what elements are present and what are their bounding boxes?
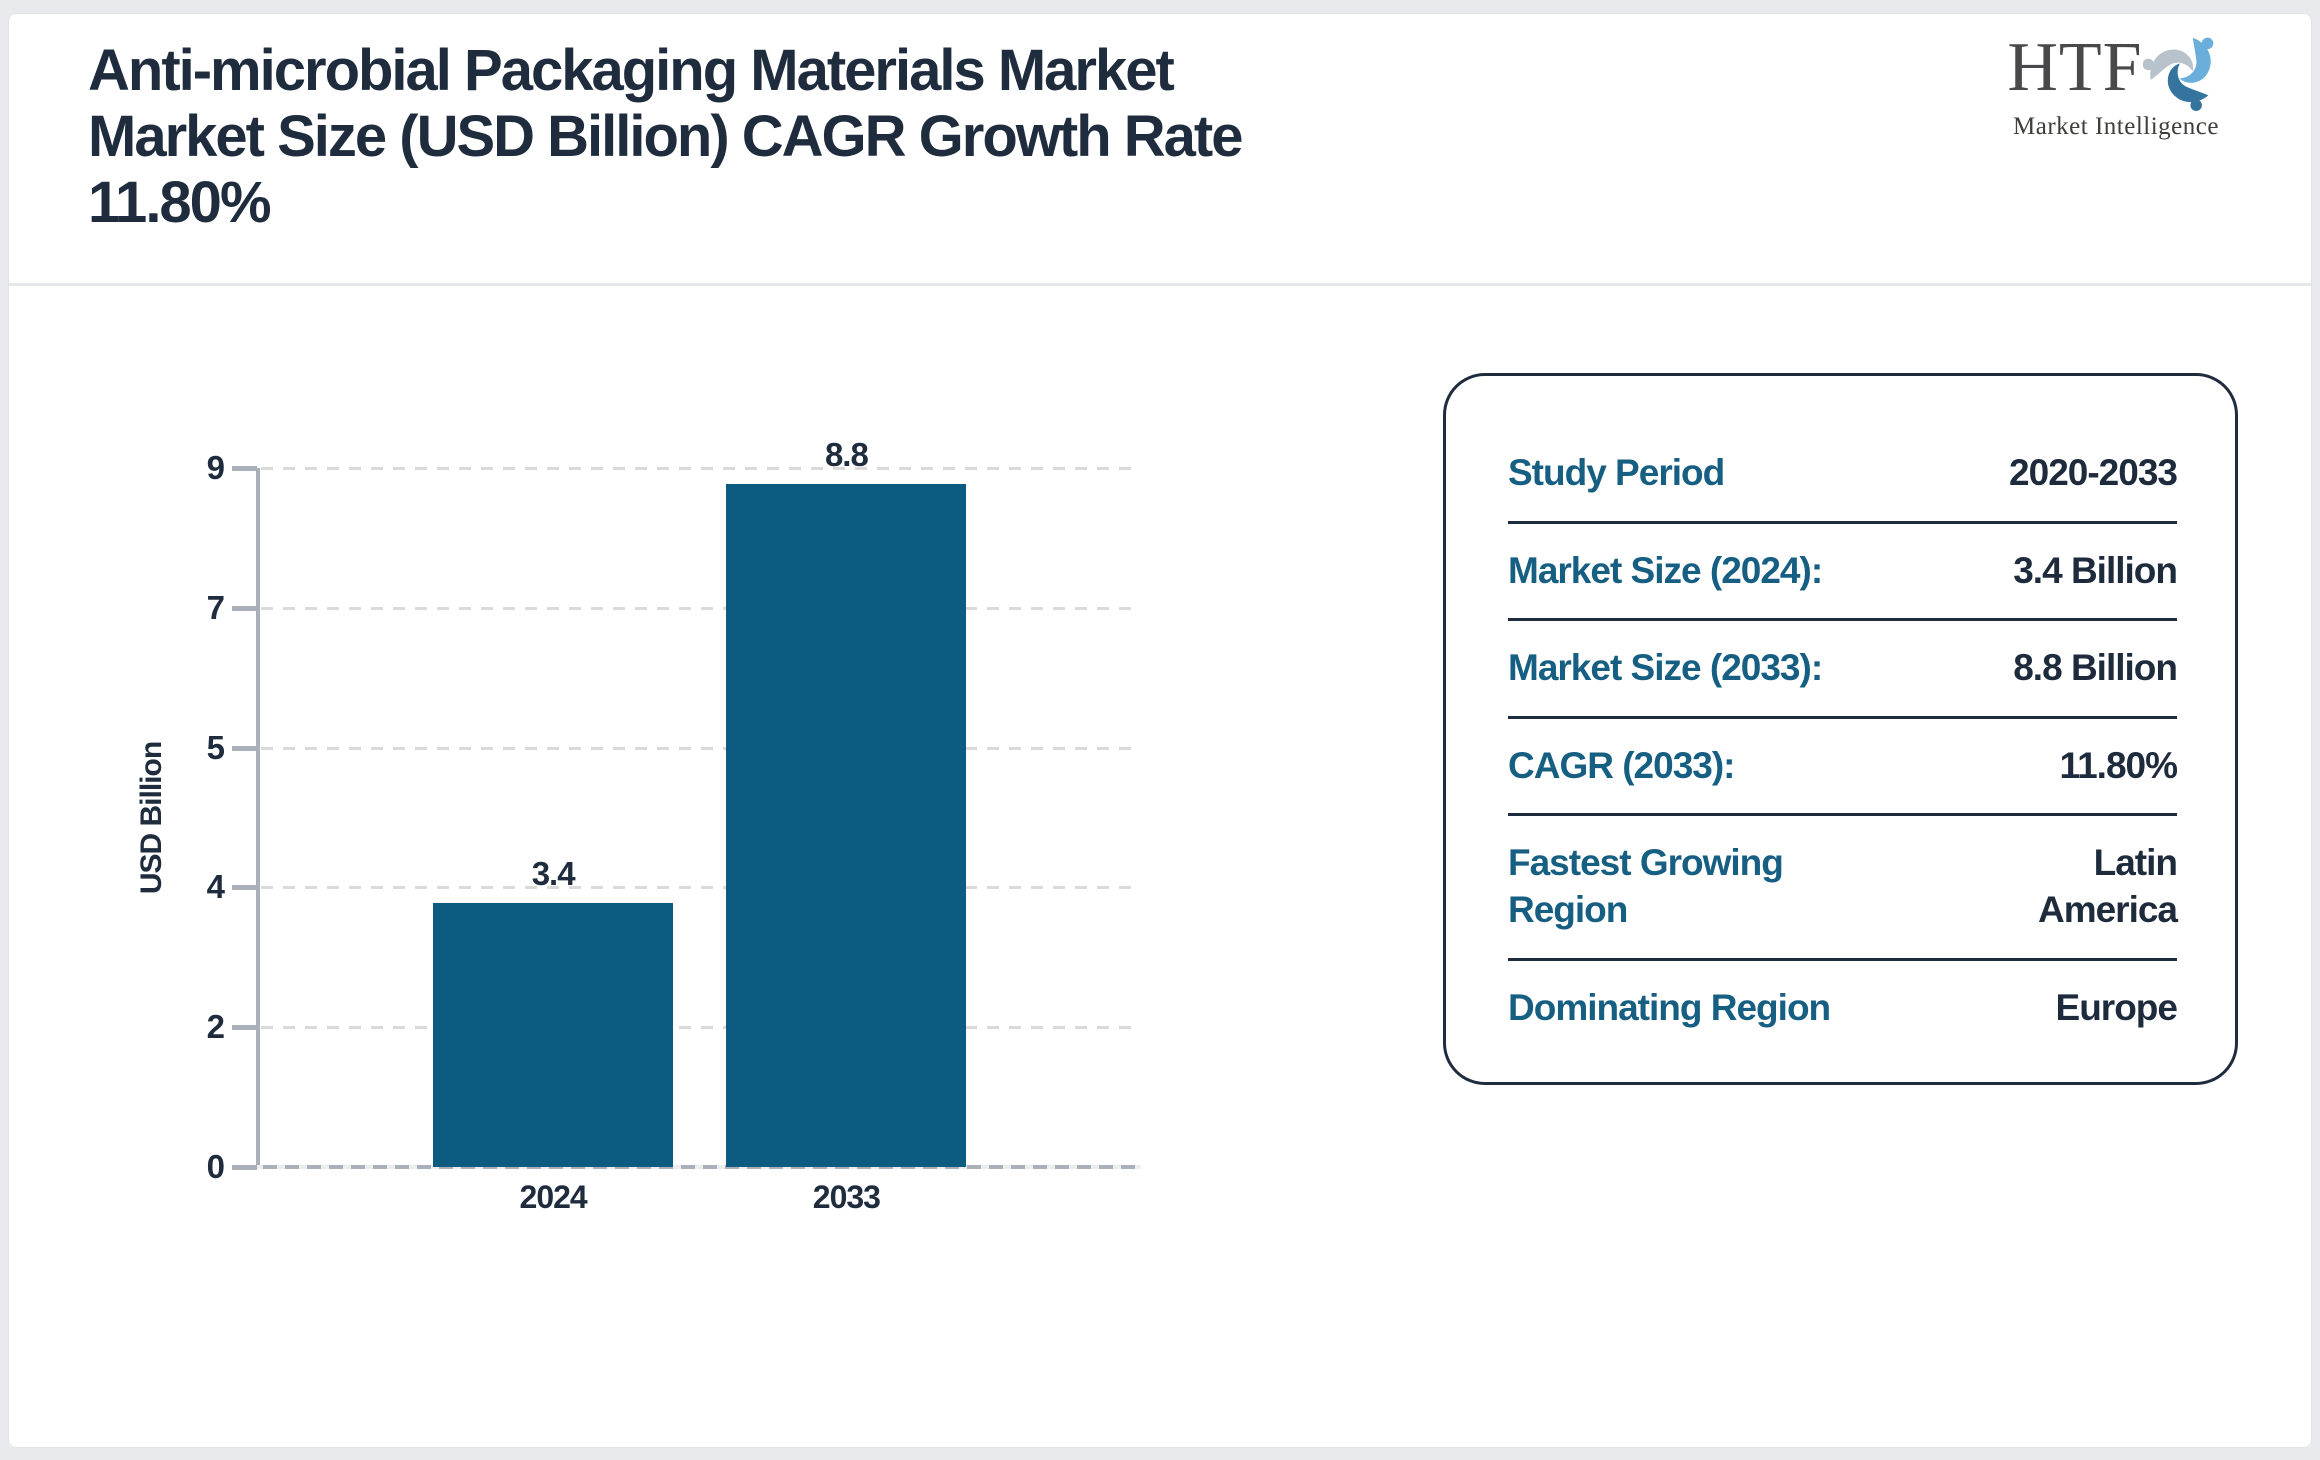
page-title-line-1: Anti-microbial Packaging Materials Marke… — [88, 38, 1175, 103]
x-tick-label: 2033 — [812, 1179, 881, 1215]
info-panel: Study Period 2020-2033 Market Size (2024):… — [1443, 373, 2238, 1085]
info-row-label: Fastest Growing Region — [1508, 842, 1784, 931]
htf-swirl-icon — [2142, 30, 2225, 117]
info-row-label: Market Size (2033): — [1508, 647, 1823, 689]
bar-value-label: 3.4 — [531, 854, 576, 892]
y-axis-line — [256, 468, 260, 1169]
y-tick-label: 9 — [206, 449, 225, 486]
htf-logo: HTF Market Inte — [2007, 30, 2219, 141]
info-row: CAGR (2033): 11.80% — [1508, 719, 2178, 817]
x-tick-label: 2024 — [519, 1179, 588, 1215]
info-row: Study Period 2020-2033 — [1508, 426, 2178, 524]
page-title: Anti-microbial Packaging Materials Marke… — [88, 38, 1588, 236]
y-tick-label: 5 — [206, 728, 225, 766]
y-tick-mark — [232, 605, 257, 611]
y-tick-mark — [232, 466, 257, 471]
gridline — [261, 1026, 1137, 1030]
info-row-value: Europe — [2055, 986, 2178, 1028]
info-row: Market Size (2033): 8.8 Billion — [1508, 621, 2178, 719]
htf-logo-top: HTF — [2007, 30, 2224, 117]
info-row: Market Size (2024): 3.4 Billion — [1508, 524, 2178, 622]
header-divider — [9, 283, 2311, 286]
bar-value-label: 8.8 — [824, 435, 869, 473]
x-axis-baseline — [241, 1165, 1141, 1169]
htf-logo-text: HTF — [2007, 29, 2143, 106]
page-title-line-3: 11.80% — [88, 170, 272, 235]
y-tick-mark — [232, 885, 257, 891]
y-tick-mark — [232, 1025, 257, 1031]
info-row: Fastest Growing Region Latin America — [1508, 816, 2178, 961]
info-row-value: 8.8 Billion — [2013, 647, 2178, 689]
y-tick-label: 2 — [206, 1008, 225, 1046]
info-row-label: Market Size (2024): — [1508, 549, 1823, 591]
y-tick-label: 0 — [206, 1148, 225, 1185]
info-row: Dominating Region Europe — [1508, 961, 2178, 1056]
gridline — [261, 606, 1137, 610]
y-tick-label: 7 — [206, 588, 225, 626]
info-row-value: 11.80% — [2059, 744, 2178, 786]
page-title-line-2: Market Size (USD Billion) CAGR Growth Ra… — [88, 104, 1243, 169]
info-row-label: Dominating Region — [1508, 986, 1831, 1028]
gridline — [261, 886, 1137, 890]
info-row-value: Latin America — [2037, 842, 2178, 931]
info-row-label: CAGR (2033): — [1508, 744, 1735, 786]
y-tick-mark — [232, 745, 257, 751]
y-tick-label: 4 — [206, 868, 225, 906]
info-row-value: 2020-2033 — [2009, 452, 2178, 493]
htf-logo-subtext: Market Intelligence — [2013, 113, 2219, 140]
bar-2033 — [726, 483, 967, 1167]
y-tick-mark — [232, 1165, 257, 1170]
bar-2024 — [433, 902, 674, 1167]
y-axis-title: USD Billion — [135, 741, 168, 894]
info-row-label: Study Period — [1508, 452, 1725, 493]
info-row-value: 3.4 Billion — [2013, 549, 2178, 591]
gridline — [261, 746, 1137, 750]
gridline — [261, 467, 1137, 470]
